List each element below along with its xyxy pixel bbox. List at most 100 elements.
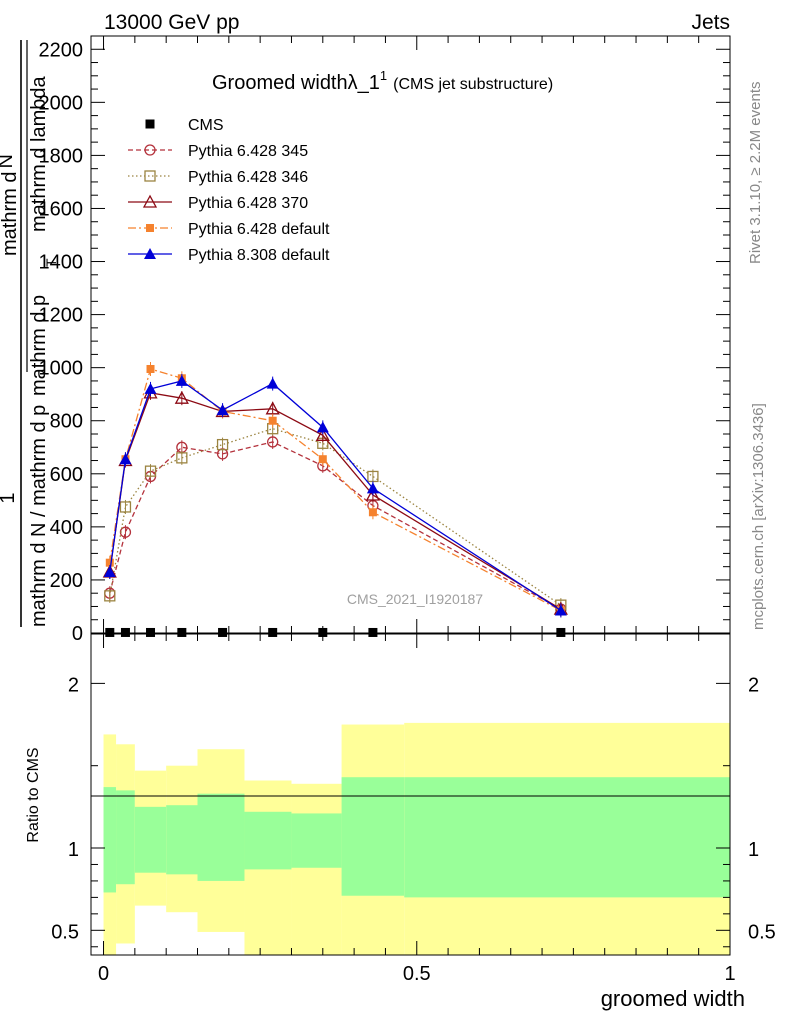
- ratio-band-inner: [134, 806, 167, 873]
- ylabel-num-mathrm: mathrm d: [0, 172, 21, 256]
- main-ytick-label: 200: [50, 570, 83, 592]
- data-point-p346: [119, 501, 132, 513]
- header-right: Jets: [691, 11, 730, 34]
- data-point-pdef8: [554, 604, 567, 616]
- series-line-p345: [109, 441, 562, 610]
- main-title-note: (CMS jet substructure): [393, 76, 553, 93]
- data-point-p370: [365, 487, 381, 501]
- data-point-pdef8: [144, 382, 157, 394]
- watermark: CMS_2021_I1920187: [347, 591, 483, 607]
- main-ylabel: 1 mathrm d N mathrm d N / mathrm d p math…: [0, 40, 59, 627]
- ratio-panel: 0.5 0.51 12 2 0 0.5 1: [51, 633, 776, 985]
- ratio-band-inner: [197, 793, 245, 881]
- data-point-p346: [176, 452, 188, 464]
- ratio-ytick-label-right: 2: [748, 674, 759, 696]
- ylabel-line-3: mathrm d lambda: [28, 76, 50, 232]
- legend: CMS Pythia 6.428 345 Pythia 6.428 346 Pythi…: [128, 117, 330, 264]
- legend-label-cms: CMS: [188, 117, 224, 134]
- data-point-cms: [177, 627, 187, 637]
- main-title-sup: 1: [380, 68, 387, 83]
- data-point-pdef8: [119, 453, 132, 465]
- data-point-cms: [105, 627, 115, 637]
- data-point-pdef8: [175, 374, 188, 386]
- main-ytick-label: 0: [72, 623, 83, 645]
- data-point-cms: [556, 627, 566, 637]
- ratio-band-inner: [291, 813, 342, 868]
- legend-marker-pdef8: [144, 248, 156, 259]
- ratio-ytick-labels: 0.5 0.5 1 1 2 2: [51, 674, 776, 943]
- x-tick-label: 0: [98, 963, 109, 985]
- data-point-p370: [174, 390, 189, 404]
- ratio-ytick-label-left: 2: [68, 674, 79, 696]
- series-line-pdef8: [109, 380, 562, 611]
- main-ytick-label: 2000: [39, 92, 84, 114]
- data-point-p346: [104, 590, 116, 602]
- ylabel-line-1: mathrm d N / mathrm d p: [28, 405, 50, 627]
- ratio-band-inner: [341, 777, 405, 896]
- data-point-cms: [218, 627, 228, 637]
- main-title-text: Groomed widthλ_1: [212, 72, 380, 94]
- header-left: 13000 GeV pp: [104, 11, 239, 34]
- ratio-frame: [90, 633, 731, 956]
- main-ytick-label: 1600: [39, 198, 84, 220]
- ratio-band-inner: [166, 805, 198, 875]
- data-point-pdef8: [103, 565, 116, 577]
- main-panel: 0 200 400 600 800 1000 1200 1400 1600 1800 2000 220…: [39, 35, 731, 645]
- legend-label-p346: Pythia 6.428 346: [188, 169, 308, 186]
- legend-marker-cms: [145, 119, 155, 129]
- ratio-ytick-label-left: 1: [68, 839, 79, 861]
- main-ytick-label: 2200: [39, 39, 84, 61]
- main-title: Groomed widthλ_11 (CMS jet substructure): [212, 68, 553, 94]
- ratio-ytick-label-left: 0.5: [51, 921, 79, 943]
- ratio-bands: [103, 722, 730, 955]
- ratio-band-inner: [404, 777, 730, 898]
- ratio-band-outer: [291, 783, 342, 955]
- main-ytick-labels: 0 200 400 600 800 1000 1200 1400 1600 1800 2000 220…: [39, 39, 84, 645]
- data-point-cms: [146, 627, 156, 637]
- data-point-cms: [268, 627, 278, 637]
- series-line-p346: [109, 428, 562, 606]
- main-frame: [90, 35, 731, 634]
- main-ytick-label: 1800: [39, 145, 84, 167]
- mcplots-note: mcplots.cern.ch [arXiv:1306.3436]: [750, 403, 767, 630]
- main-ytick-label: 1000: [39, 358, 84, 380]
- ylabel-line-2: mathrm d p: [28, 295, 50, 396]
- data-point-p345: [267, 436, 279, 448]
- data-point-p346: [144, 465, 157, 477]
- data-point-pdef6: [318, 455, 327, 464]
- main-ytick-label: 1200: [39, 305, 84, 327]
- x-axis-label: groomed width: [601, 986, 745, 1011]
- data-point-cms: [368, 627, 378, 637]
- ylabel-T: T: [43, 258, 59, 267]
- main-ytick-label: 1400: [39, 252, 84, 274]
- x-tick-label: 0.5: [403, 963, 431, 985]
- ratio-ylabel: Ratio to CMS: [25, 747, 42, 842]
- main-ytick-label: 400: [50, 517, 83, 539]
- data-point-pdef8: [316, 421, 329, 433]
- legend-marker-p370: [142, 194, 158, 208]
- legend-label-p370: Pythia 6.428 370: [188, 195, 308, 212]
- series-line-pdef6: [109, 368, 562, 612]
- rivet-note: Rivet 3.1.10, ≥ 2.2M events: [747, 82, 764, 265]
- ratio-band-inner: [244, 811, 292, 870]
- data-point-pdef8: [266, 377, 279, 389]
- data-point-cms: [120, 627, 130, 637]
- legend-label-pdef6: Pythia 6.428 default: [188, 221, 330, 238]
- ratio-ticks: [91, 634, 731, 955]
- data-point-pdef8: [216, 404, 229, 416]
- data-point-p346: [216, 438, 229, 451]
- data-point-pdef6: [146, 364, 155, 373]
- data-point-cms: [318, 627, 328, 637]
- ylabel-num-N: N: [0, 154, 17, 168]
- ylabel-num-outer: mathrm d N: [0, 154, 21, 256]
- data-point-pdef6: [105, 558, 114, 567]
- series-layer: [102, 361, 568, 637]
- legend-marker-pdef6: [146, 224, 154, 232]
- main-ticks: [91, 35, 731, 634]
- legend-marker-p345: [144, 144, 156, 156]
- data-point-pdef6: [268, 416, 277, 425]
- x-tick-label: 1: [724, 963, 735, 985]
- data-point-pdef6: [368, 508, 377, 517]
- ratio-ytick-label-right: 1: [748, 839, 759, 861]
